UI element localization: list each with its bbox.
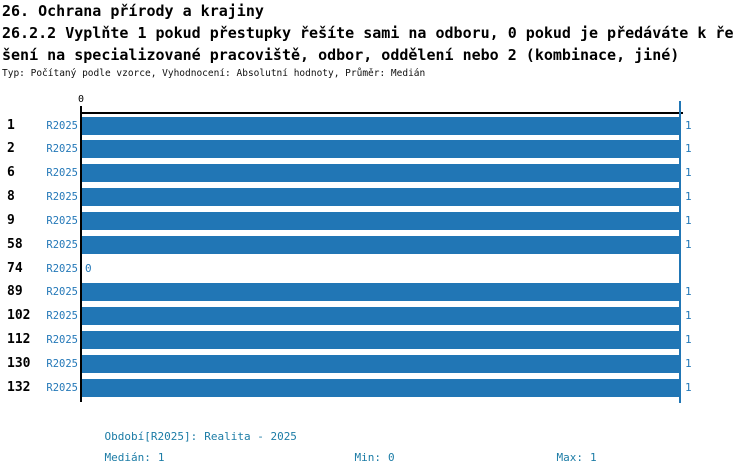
median-stat-label: Medián: <box>104 451 151 462</box>
bar-value-label: 1 <box>685 357 692 370</box>
chart-row: 58 R2025 1 <box>0 235 750 254</box>
row-id-label: 102 <box>7 308 31 324</box>
row-id-label: 130 <box>7 356 31 371</box>
row-period-label: R2025 <box>46 167 78 180</box>
max-stat: Max: 1 <box>530 438 597 462</box>
chart-row: 8 R2025 1 <box>0 188 750 207</box>
bar-value-label: 1 <box>685 166 692 180</box>
chart-row: 6 R2025 1 <box>0 164 750 183</box>
row-id-label: 74 <box>7 260 23 276</box>
chart-row: 112 R2025 1 <box>0 331 750 350</box>
x-axis-origin-tick-label: 0 <box>77 94 85 105</box>
row-id-label: 9 <box>7 212 15 228</box>
row-period-label: R2025 <box>46 119 78 132</box>
bar <box>82 116 679 135</box>
min-stat: Min: 0 <box>328 438 395 462</box>
period-legend-value: Realita - 2025 <box>204 430 297 443</box>
row-period-label: R2025 <box>46 310 78 323</box>
max-stat-value: 1 <box>590 451 597 462</box>
row-id-label: 112 <box>7 332 31 348</box>
bar <box>82 307 679 326</box>
bar-value-label: 0 <box>85 261 92 275</box>
bar-value-label: 1 <box>685 380 692 394</box>
bar <box>82 188 679 207</box>
chart-row: 2 R2025 1 <box>0 140 750 159</box>
row-id-label: 2 <box>7 141 15 157</box>
row-id-label: 132 <box>7 379 31 395</box>
chart-row: 89 R2025 1 <box>0 283 750 302</box>
row-period-label: R2025 <box>46 214 78 227</box>
max-value-line <box>679 101 681 403</box>
chart-row: 1 R2025 1 <box>0 116 750 135</box>
chart-row: 9 R2025 1 <box>0 211 750 230</box>
y-axis-line <box>80 106 82 402</box>
min-stat-value: 0 <box>388 451 395 462</box>
question-title-line-2: šení na specializované pracoviště, odbor… <box>2 46 680 64</box>
bar-value-label: 1 <box>685 237 692 251</box>
row-period-label: R2025 <box>46 381 78 394</box>
x-axis-line <box>80 112 683 114</box>
max-stat-label: Max: <box>556 451 584 462</box>
bar-value-label: 1 <box>685 333 692 347</box>
row-id-label: 58 <box>7 236 23 252</box>
bar-value-label: 1 <box>685 142 692 156</box>
row-period-label: R2025 <box>46 334 78 347</box>
bar-value-label: 1 <box>685 213 692 227</box>
bar <box>82 283 679 302</box>
row-id-label: 6 <box>7 165 15 181</box>
min-stat-label: Min: <box>354 451 382 462</box>
bar <box>82 235 679 254</box>
chart-row: 130 R2025 1 <box>0 355 750 373</box>
row-id-label: 89 <box>7 284 23 300</box>
row-period-label: R2025 <box>46 238 78 251</box>
bar <box>82 331 679 350</box>
median-stat: Medián: 1 <box>78 438 165 462</box>
bar <box>82 378 679 397</box>
row-period-label: R2025 <box>46 143 78 156</box>
bar-value-label: 1 <box>685 309 692 323</box>
row-period-label: R2025 <box>46 191 78 204</box>
bar-value-label: 1 <box>685 118 692 132</box>
chart-row: 74 R2025 0 <box>0 260 750 278</box>
period-legend: Období[R2025]: Realita - 2025 <box>78 417 297 456</box>
bar <box>82 164 679 183</box>
chapter-title: 26. Ochrana přírody a krajiny <box>2 2 264 20</box>
chart-meta-line: Typ: Počítaný podle vzorce, Vyhodnocení:… <box>2 68 426 79</box>
row-period-label: R2025 <box>46 262 78 275</box>
bar-value-label: 1 <box>685 190 692 204</box>
bar <box>82 211 679 230</box>
row-id-label: 1 <box>7 117 15 133</box>
bar-value-label: 1 <box>685 285 692 299</box>
median-stat-value: 1 <box>157 451 165 462</box>
row-id-label: 8 <box>7 189 15 205</box>
bar <box>82 140 679 159</box>
chart-row: 102 R2025 1 <box>0 307 750 326</box>
row-period-label: R2025 <box>46 286 78 299</box>
question-title-line-1: 26.2.2 Vyplňte 1 pokud přestupky řešíte … <box>2 24 734 42</box>
period-legend-label: Období[R2025]: <box>104 430 198 443</box>
row-period-label: R2025 <box>46 358 78 370</box>
chart-row: 132 R2025 1 <box>0 378 750 397</box>
bar <box>82 355 679 373</box>
